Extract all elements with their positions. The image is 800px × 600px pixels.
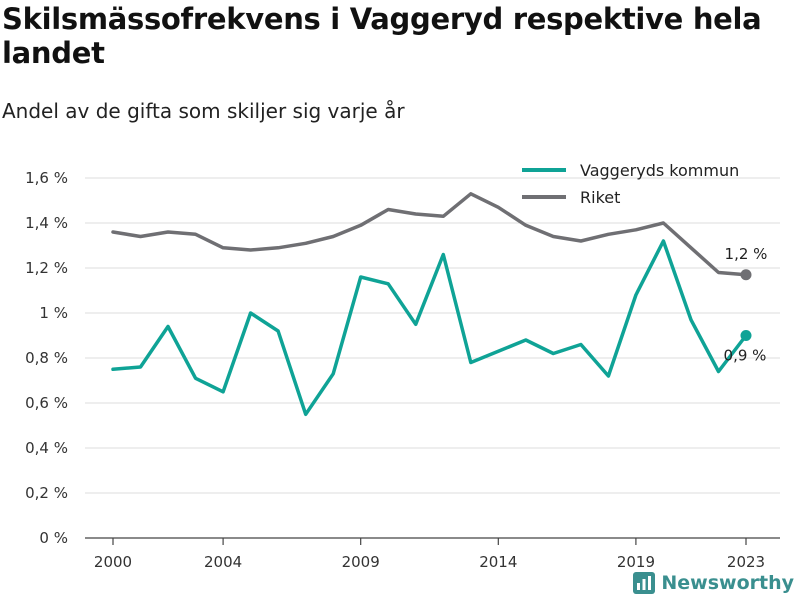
brand-logo: Newsworthy [633,572,794,594]
x-tick-label: 2023 [727,553,765,571]
legend-label-vaggeryds-kommun: Vaggeryds kommun [580,161,739,180]
chart-title: Skilsmässofrekvens i Vaggeryd respektive… [2,2,762,70]
y-tick-label: 0,6 % [25,394,68,412]
series-line-vaggeryds-kommun [111,239,748,417]
y-tick-label: 1,6 % [25,169,68,187]
x-tick-label: 2004 [204,553,242,571]
y-tick-label: 0,8 % [25,349,68,367]
series-lines [111,192,752,417]
end-point-vaggeryds-kommun [740,330,752,341]
y-tick-label: 0,4 % [25,439,68,457]
end-labels: 1,2 % 0,9 % [724,245,768,365]
bar-chart-icon [633,572,656,594]
x-tick-label: 2014 [479,553,517,571]
end-point-riket [740,269,752,281]
gridlines [85,177,780,539]
legend-label-riket: Riket [580,188,620,207]
x-tick-label: 2000 [94,553,132,571]
brand-name: Newsworthy [661,572,794,594]
x-tick-label: 2009 [342,553,380,571]
y-tick-label: 1 % [39,304,68,322]
chart-subtitle: Andel av de gifta som skiljer sig varje … [2,99,405,123]
end-label-vaggeryd: 0,9 % [724,347,767,365]
x-axis-ticks: 2000 2004 2009 2014 2019 2023 [94,538,765,571]
y-tick-label: 0,2 % [25,484,68,502]
y-tick-label: 1,2 % [25,259,68,277]
x-tick-label: 2019 [617,553,655,571]
y-axis-ticks: 0 % 0,2 % 0,4 % 0,6 % 0,8 % 1 % 1,2 % 1,4 % 1,6 … [25,169,68,547]
y-tick-label: 1,4 % [25,214,68,232]
series-line-riket [111,192,748,277]
legend: Vaggeryds kommun Riket [522,161,739,207]
end-label-riket: 1,2 % [725,245,768,263]
y-tick-label: 0 % [39,529,68,547]
